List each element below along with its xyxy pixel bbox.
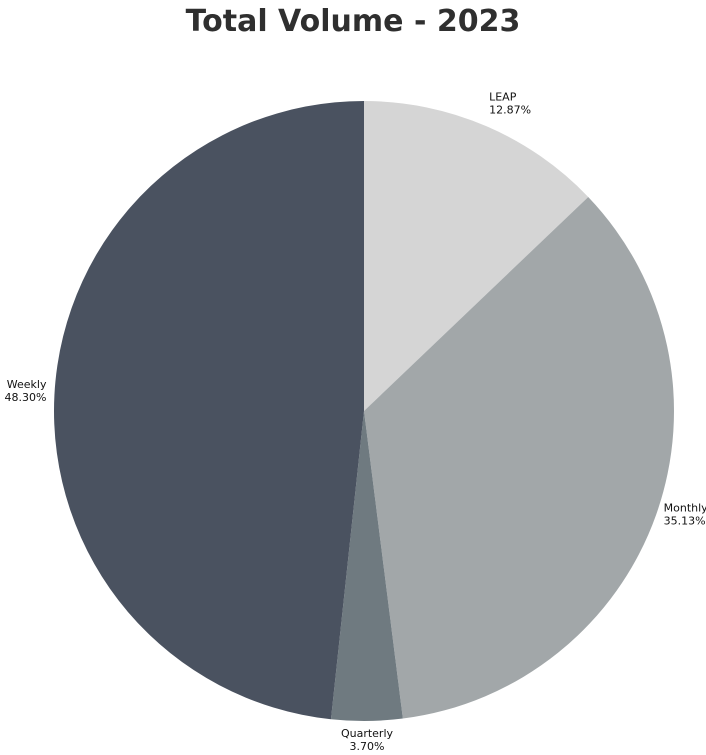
pie-slice-monthly: [364, 196, 674, 719]
slice-percent-quarterly: 3.70%: [350, 740, 385, 753]
slice-label-leap: LEAP: [489, 91, 517, 104]
slice-label-monthly: Monthly: [664, 501, 706, 514]
slice-percent-weekly: 48.30%: [5, 391, 47, 404]
pie-slice-quarterly: [330, 411, 403, 721]
slice-percent-monthly: 35.13%: [664, 514, 706, 527]
pie-slice-weekly: [53, 101, 365, 720]
pie-slice-leap: [364, 101, 589, 411]
pie-slices: [53, 101, 674, 721]
slice-label-weekly: Weekly: [7, 378, 47, 391]
chart-title: Total Volume - 2023: [185, 4, 521, 39]
slice-percent-leap: 12.87%: [489, 104, 531, 117]
slice-label-quarterly: Quarterly: [341, 727, 394, 740]
